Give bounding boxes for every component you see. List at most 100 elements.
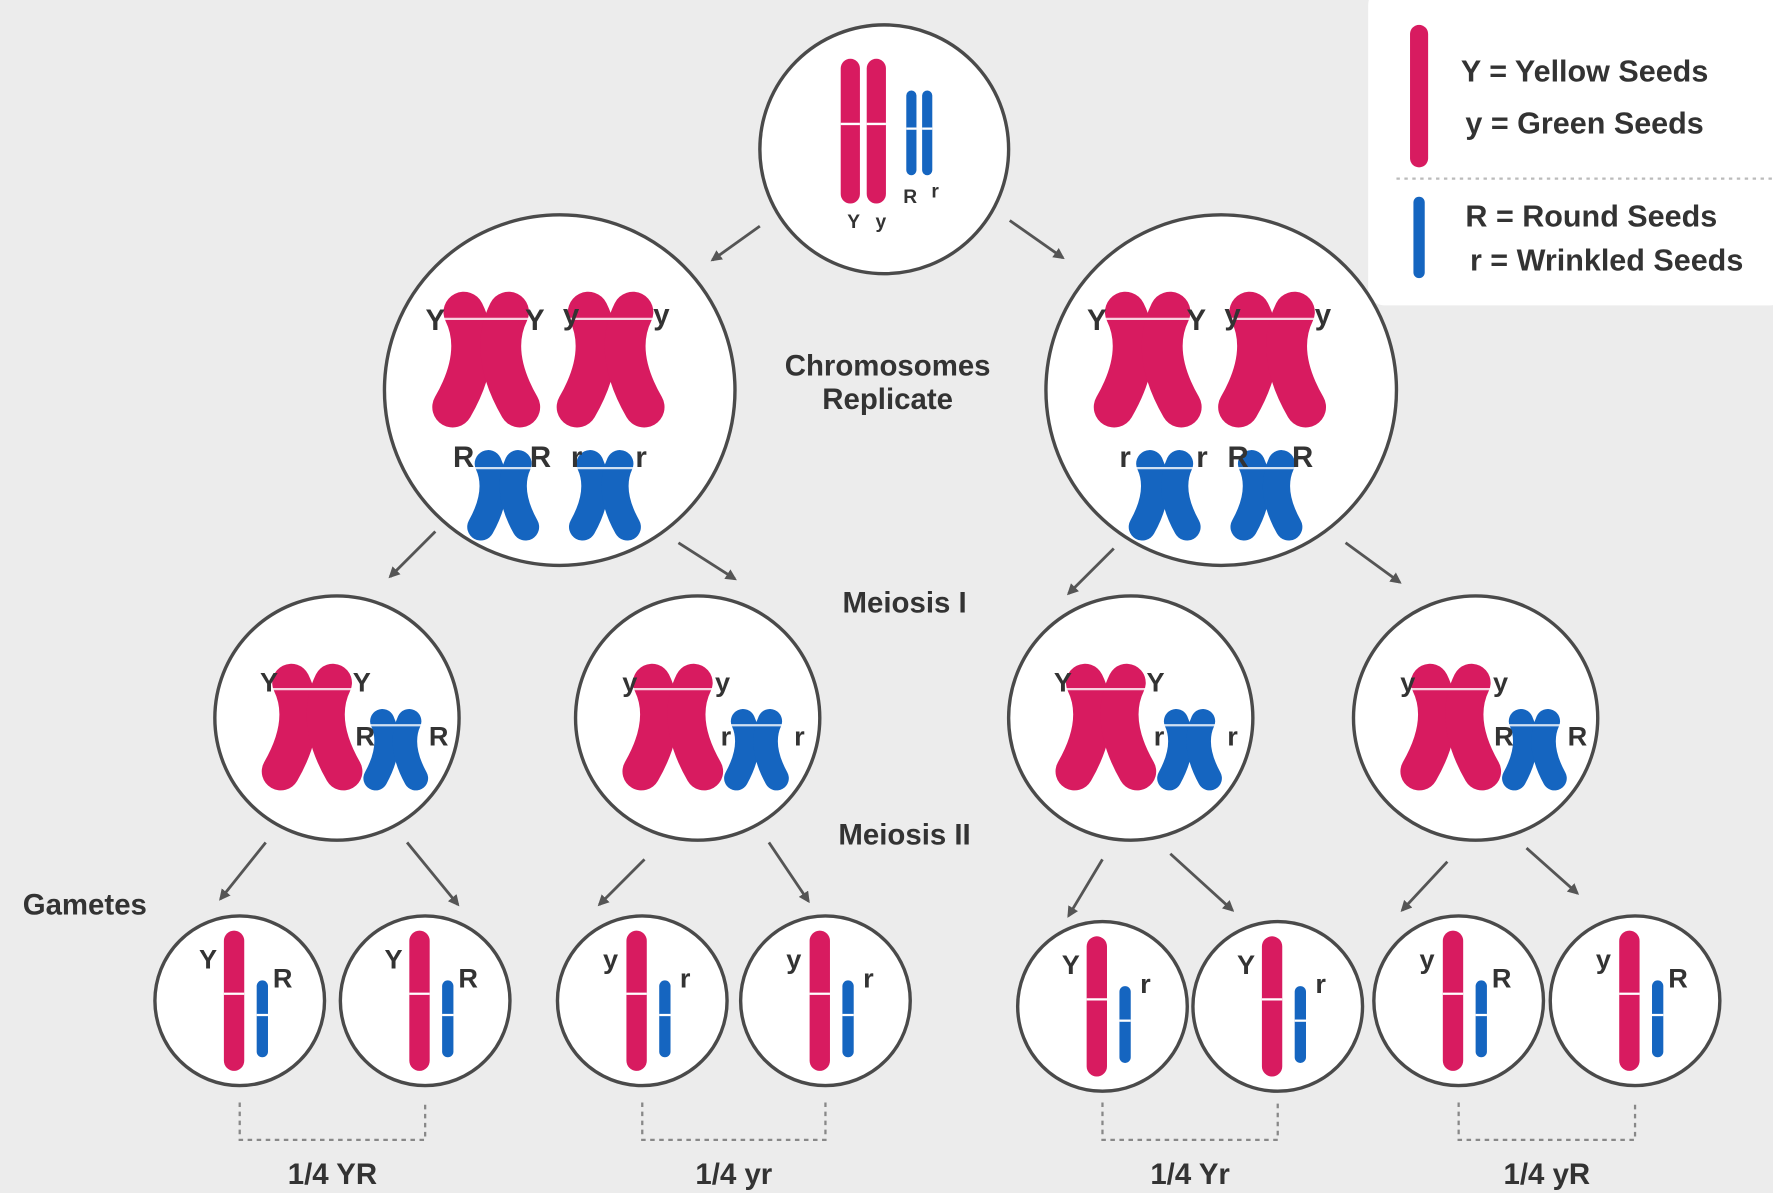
chromosome — [1652, 980, 1663, 1057]
result-label: 1/4 yr — [695, 1158, 772, 1191]
chromatid — [1119, 683, 1137, 772]
legend-item: R = Round Seeds — [1465, 199, 1717, 233]
chromatid — [1199, 721, 1210, 778]
allele-label: R — [1492, 963, 1512, 994]
allele-label: r — [680, 963, 691, 994]
chromosome — [922, 90, 932, 175]
chromatid — [501, 312, 520, 407]
allele-label: R — [355, 721, 375, 752]
chromatid — [376, 721, 387, 778]
chromatid — [1114, 312, 1133, 407]
allele-label: Y — [525, 304, 545, 337]
allele-label: y — [653, 298, 670, 331]
allele-label: Y — [847, 212, 860, 233]
allele-label: y — [1400, 666, 1415, 697]
chromosome — [1619, 931, 1639, 1071]
chromosome — [659, 980, 670, 1057]
allele-label: y — [1224, 298, 1241, 331]
allele-label: Y — [1087, 304, 1107, 337]
chromatid — [641, 683, 659, 772]
chromatid — [1238, 312, 1257, 407]
chromatid — [1514, 721, 1525, 778]
allele-label: r — [931, 181, 939, 202]
allele-label: R — [1494, 721, 1514, 752]
allele-label: Y — [1187, 304, 1207, 337]
chromosome — [1262, 936, 1282, 1076]
stage-label: Meiosis I — [843, 587, 967, 620]
legend-blue-chromosome — [1413, 197, 1424, 278]
legend: Y = Yellow Seeds y = Green Seeds R = Rou… — [1368, 0, 1773, 305]
chromosome — [810, 931, 830, 1071]
allele-label: R — [453, 441, 474, 474]
allele-label: y — [563, 298, 580, 331]
allele-label: r — [1154, 721, 1165, 752]
chromatid — [1419, 683, 1437, 772]
chromosome — [442, 980, 453, 1057]
chromatid — [453, 312, 472, 407]
allele-label: y — [1315, 298, 1332, 331]
allele-label: r — [1119, 441, 1130, 474]
chromosome — [906, 90, 916, 175]
allele-label: R — [1292, 441, 1313, 474]
allele-label: R — [1228, 441, 1249, 474]
allele-label: Y — [1147, 666, 1165, 697]
chromatid — [481, 464, 493, 527]
chromatid — [1276, 464, 1288, 527]
chromatid — [577, 312, 596, 407]
allele-label: R — [429, 721, 449, 752]
allele-label: r — [794, 721, 805, 752]
allele-label: R — [530, 441, 551, 474]
allele-label: r — [571, 441, 582, 474]
chromatid — [1287, 312, 1306, 407]
allele-label: Y — [1237, 949, 1255, 980]
stage-label: Chromosomes — [785, 349, 991, 382]
allele-label: y — [715, 666, 730, 697]
chromosome — [1119, 986, 1130, 1063]
allele-label: r — [1196, 441, 1207, 474]
allele-label: Y — [199, 943, 217, 974]
stage-label: Meiosis II — [838, 819, 970, 852]
chromatid — [1169, 721, 1180, 778]
chromatid — [1075, 683, 1093, 772]
legend-item: Y = Yellow Seeds — [1461, 55, 1708, 89]
chromatid — [1544, 721, 1555, 778]
legend-pink-chromosome — [1410, 25, 1428, 167]
cell — [1046, 215, 1397, 566]
chromatid — [736, 721, 747, 778]
allele-label: R — [903, 187, 917, 208]
stage-label: Gametes — [23, 889, 147, 922]
chromatid — [326, 683, 344, 772]
allele-label: R — [458, 963, 478, 994]
chromatid — [1142, 464, 1154, 527]
chromatid — [583, 464, 595, 527]
chromosome — [1443, 931, 1463, 1071]
allele-label: Y — [1054, 666, 1072, 697]
chromosome — [409, 931, 429, 1071]
allele-label: y — [786, 943, 801, 974]
chromatid — [1175, 464, 1187, 527]
result-label: 1/4 yR — [1504, 1158, 1591, 1191]
legend-item: y = Green Seeds — [1465, 107, 1703, 141]
allele-label: Y — [1062, 949, 1080, 980]
result-label: 1/4 YR — [288, 1158, 377, 1191]
cell — [384, 215, 735, 566]
allele-label: r — [1315, 968, 1326, 999]
allele-label: R — [1668, 963, 1688, 994]
allele-label: r — [1227, 721, 1238, 752]
chromatid — [686, 683, 704, 772]
chromosome — [867, 59, 886, 204]
allele-label: Y — [353, 666, 371, 697]
allele-label: y — [603, 943, 618, 974]
chromatid — [513, 464, 525, 527]
chromosome — [1087, 936, 1107, 1076]
chromatid — [281, 683, 299, 772]
chromatid — [1162, 312, 1181, 407]
allele-label: y — [622, 666, 637, 697]
allele-label: r — [721, 721, 732, 752]
allele-label: r — [635, 441, 646, 474]
allele-label: y — [1419, 943, 1434, 974]
chromatid — [405, 721, 416, 778]
allele-label: Y — [426, 304, 446, 337]
allele-label: Y — [384, 943, 402, 974]
legend-item: r = Wrinkled Seeds — [1470, 243, 1743, 277]
